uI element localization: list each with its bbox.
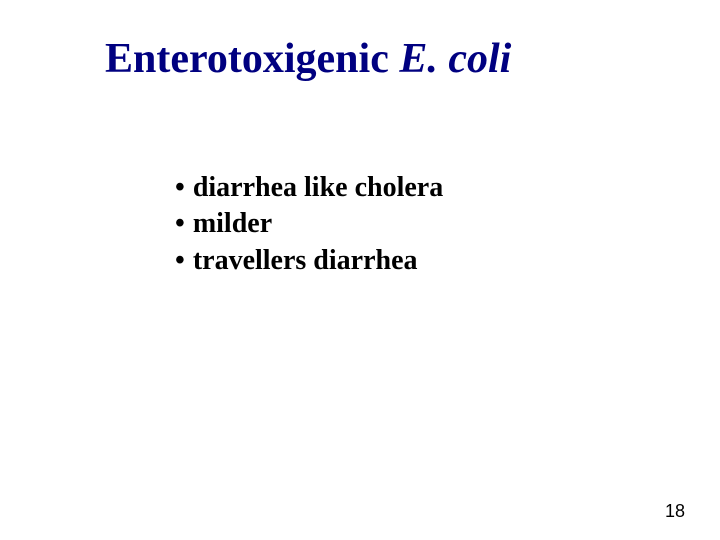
slide-container: Enterotoxigenic E. coli • diarrhea like …	[0, 0, 720, 540]
bullet-text-1: diarrhea like cholera	[193, 170, 443, 206]
bullet-item-2: • milder	[175, 206, 443, 242]
bullet-item-1: • diarrhea like cholera	[175, 170, 443, 206]
title-italic: E. coli	[399, 36, 511, 82]
page-number: 18	[665, 501, 685, 522]
bullet-marker-icon: •	[175, 243, 185, 279]
bullet-item-3: • travellers diarrhea	[175, 243, 443, 279]
bullet-marker-icon: •	[175, 170, 185, 206]
bullet-list: • diarrhea like cholera • milder • trave…	[175, 170, 443, 279]
bullet-text-2: milder	[193, 206, 272, 242]
slide-title: Enterotoxigenic E. coli	[105, 35, 511, 83]
title-prefix: Enterotoxigenic	[105, 36, 399, 82]
bullet-marker-icon: •	[175, 206, 185, 242]
bullet-text-3: travellers diarrhea	[193, 243, 418, 279]
